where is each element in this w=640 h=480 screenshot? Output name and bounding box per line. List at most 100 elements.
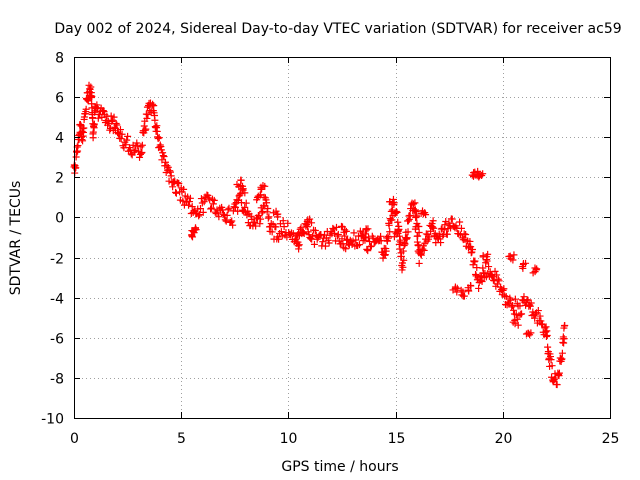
- data-point: [495, 277, 503, 285]
- data-point: [268, 228, 276, 236]
- data-point: [430, 224, 438, 232]
- data-point: [533, 265, 541, 273]
- data-point: [200, 198, 208, 206]
- data-point: [550, 376, 558, 384]
- data-point: [188, 232, 196, 240]
- data-point: [280, 223, 288, 231]
- data-point: [82, 105, 90, 113]
- data-point: [518, 263, 526, 271]
- data-point: [208, 204, 216, 212]
- data-point: [138, 148, 146, 156]
- data-point: [256, 220, 264, 228]
- data-point: [233, 196, 241, 204]
- data-point: [131, 146, 139, 154]
- data-point: [166, 167, 174, 175]
- data-point: [449, 286, 457, 294]
- data-point: [395, 225, 403, 233]
- data-point: [76, 120, 84, 128]
- data-point: [466, 237, 474, 245]
- data-point: [151, 116, 159, 124]
- data-point: [134, 142, 142, 150]
- data-point: [123, 136, 131, 144]
- data-point: [239, 186, 247, 194]
- data-point: [386, 198, 394, 206]
- data-point: [527, 299, 535, 307]
- data-point: [514, 321, 522, 329]
- data-point: [397, 238, 405, 246]
- data-point: [259, 181, 267, 189]
- data-point: [188, 203, 196, 211]
- data-point: [532, 310, 540, 318]
- data-point: [253, 194, 261, 202]
- data-point: [534, 307, 542, 315]
- data-point: [511, 320, 519, 328]
- data-point: [155, 134, 163, 142]
- data-point: [384, 234, 392, 242]
- data-point: [381, 251, 389, 259]
- data-point: [542, 323, 550, 331]
- data-point: [116, 126, 124, 134]
- data-point: [399, 247, 407, 255]
- data-point: [553, 381, 561, 389]
- data-point: [229, 221, 237, 229]
- data-point: [154, 135, 162, 143]
- data-point: [289, 230, 297, 238]
- data-point: [150, 102, 158, 110]
- data-point: [110, 113, 118, 121]
- data-point: [537, 317, 545, 325]
- data-point: [520, 293, 528, 301]
- data-point: [80, 124, 88, 132]
- data-point: [224, 206, 232, 214]
- data-point: [359, 228, 367, 236]
- data-point: [527, 329, 535, 337]
- data-point: [417, 250, 425, 258]
- data-point: [502, 293, 510, 301]
- data-point: [558, 349, 566, 357]
- data-point: [337, 222, 345, 230]
- data-point: [488, 272, 496, 280]
- data-point: [439, 232, 447, 240]
- data-point: [118, 130, 126, 138]
- scatter-points: [70, 81, 569, 389]
- data-point: [333, 232, 341, 240]
- data-point: [79, 137, 87, 145]
- data-point: [142, 125, 150, 133]
- data-point: [441, 221, 449, 229]
- data-point: [143, 114, 151, 122]
- data-point: [196, 211, 204, 219]
- data-point: [473, 264, 481, 272]
- data-point: [342, 245, 350, 253]
- data-point: [377, 232, 385, 240]
- data-point: [493, 280, 501, 288]
- data-point: [548, 362, 556, 370]
- data-point: [264, 204, 272, 212]
- data-point: [117, 135, 125, 143]
- data-point: [364, 247, 372, 255]
- data-point: [412, 223, 420, 231]
- data-point: [279, 217, 287, 225]
- data-point: [363, 245, 371, 253]
- data-point: [494, 275, 502, 283]
- data-point: [511, 295, 519, 303]
- data-point: [437, 239, 445, 247]
- data-point: [406, 212, 414, 220]
- data-point: [309, 232, 317, 240]
- data-point: [543, 332, 551, 340]
- data-point: [124, 132, 132, 140]
- y-tick-label: 0: [55, 211, 64, 227]
- data-point: [420, 246, 428, 254]
- data-point: [252, 222, 260, 230]
- data-point: [547, 356, 555, 364]
- data-point: [109, 116, 117, 124]
- data-point: [482, 259, 490, 267]
- data-point: [186, 194, 194, 202]
- data-point: [403, 234, 411, 242]
- data-point: [90, 120, 98, 128]
- data-point: [341, 226, 349, 234]
- data-point: [238, 185, 246, 193]
- data-point: [247, 212, 255, 220]
- data-point: [555, 369, 563, 377]
- data-point: [241, 203, 249, 211]
- data-point: [464, 284, 472, 292]
- data-point: [263, 199, 271, 207]
